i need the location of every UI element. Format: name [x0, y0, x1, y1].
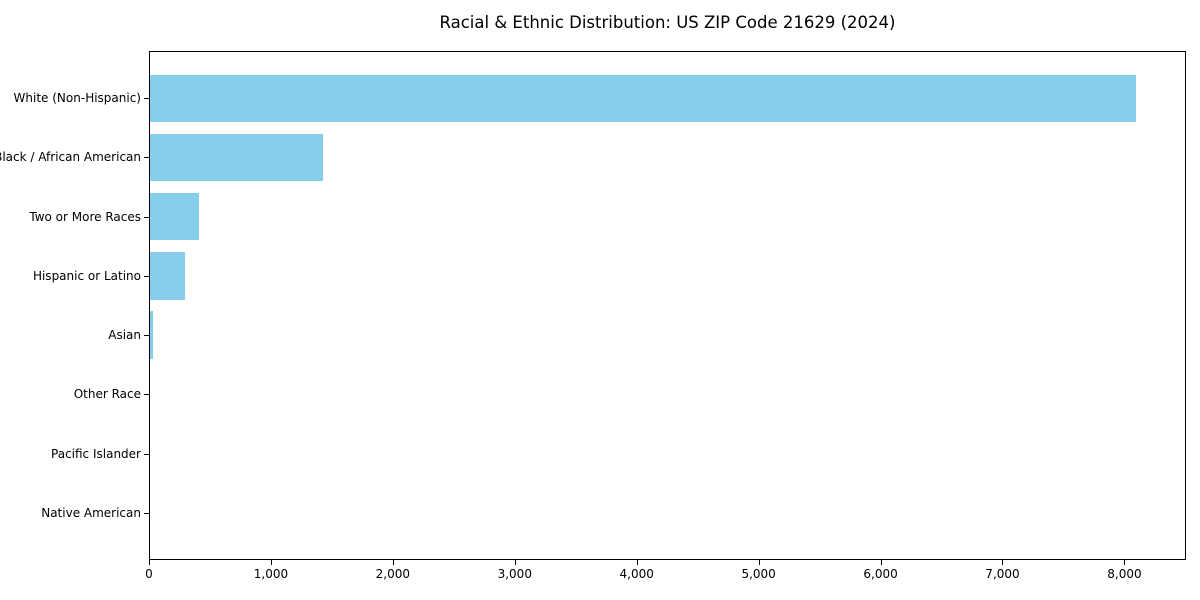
chart-title: Racial & Ethnic Distribution: US ZIP Cod… — [439, 13, 896, 32]
bar — [150, 134, 323, 182]
ytick-label: Asian — [108, 328, 141, 343]
xtick-mark — [392, 560, 394, 565]
ytick-label: Black / African American — [0, 150, 141, 165]
xtick-label: 7,000 — [985, 567, 1020, 581]
y-axis-labels: White (Non-Hispanic) Black / African Amer… — [0, 51, 141, 560]
plot-area — [149, 51, 1186, 560]
xtick-label: 8,000 — [1107, 567, 1142, 581]
bar — [150, 311, 154, 359]
xtick-label: 5,000 — [741, 567, 776, 581]
xtick-mark — [149, 560, 150, 565]
ytick-label: Native American — [41, 506, 141, 521]
ytick-label: Two or More Races — [29, 209, 141, 224]
ytick-mark — [144, 335, 149, 337]
ytick-mark — [144, 216, 149, 218]
xtick-label: 3,000 — [497, 567, 532, 581]
ytick-label: White (Non-Hispanic) — [13, 90, 141, 105]
bar — [150, 75, 1136, 123]
xtick-mark — [1002, 560, 1004, 565]
ytick-mark — [144, 394, 149, 396]
ytick-label: Pacific Islander — [51, 446, 141, 461]
xtick-mark — [514, 560, 516, 565]
xtick-label: 0 — [145, 567, 153, 581]
bar — [150, 252, 186, 300]
ytick-mark — [144, 157, 149, 159]
ytick-mark — [144, 453, 149, 455]
ytick-mark — [144, 513, 149, 515]
bar — [150, 193, 199, 241]
xtick-label: 1,000 — [253, 567, 289, 581]
xtick-label: 4,000 — [619, 567, 654, 581]
ytick-label: Hispanic or Latino — [32, 268, 141, 283]
xtick-mark — [270, 560, 272, 565]
xtick-mark — [758, 560, 760, 565]
xtick-label: 2,000 — [375, 567, 411, 581]
xtick-mark — [880, 560, 882, 565]
ytick-mark — [144, 275, 149, 277]
ytick-mark — [144, 97, 149, 99]
ytick-label: Other Race — [73, 387, 141, 402]
xtick-mark — [1124, 560, 1126, 565]
xtick-mark — [636, 560, 638, 565]
xtick-label: 6,000 — [863, 567, 898, 581]
